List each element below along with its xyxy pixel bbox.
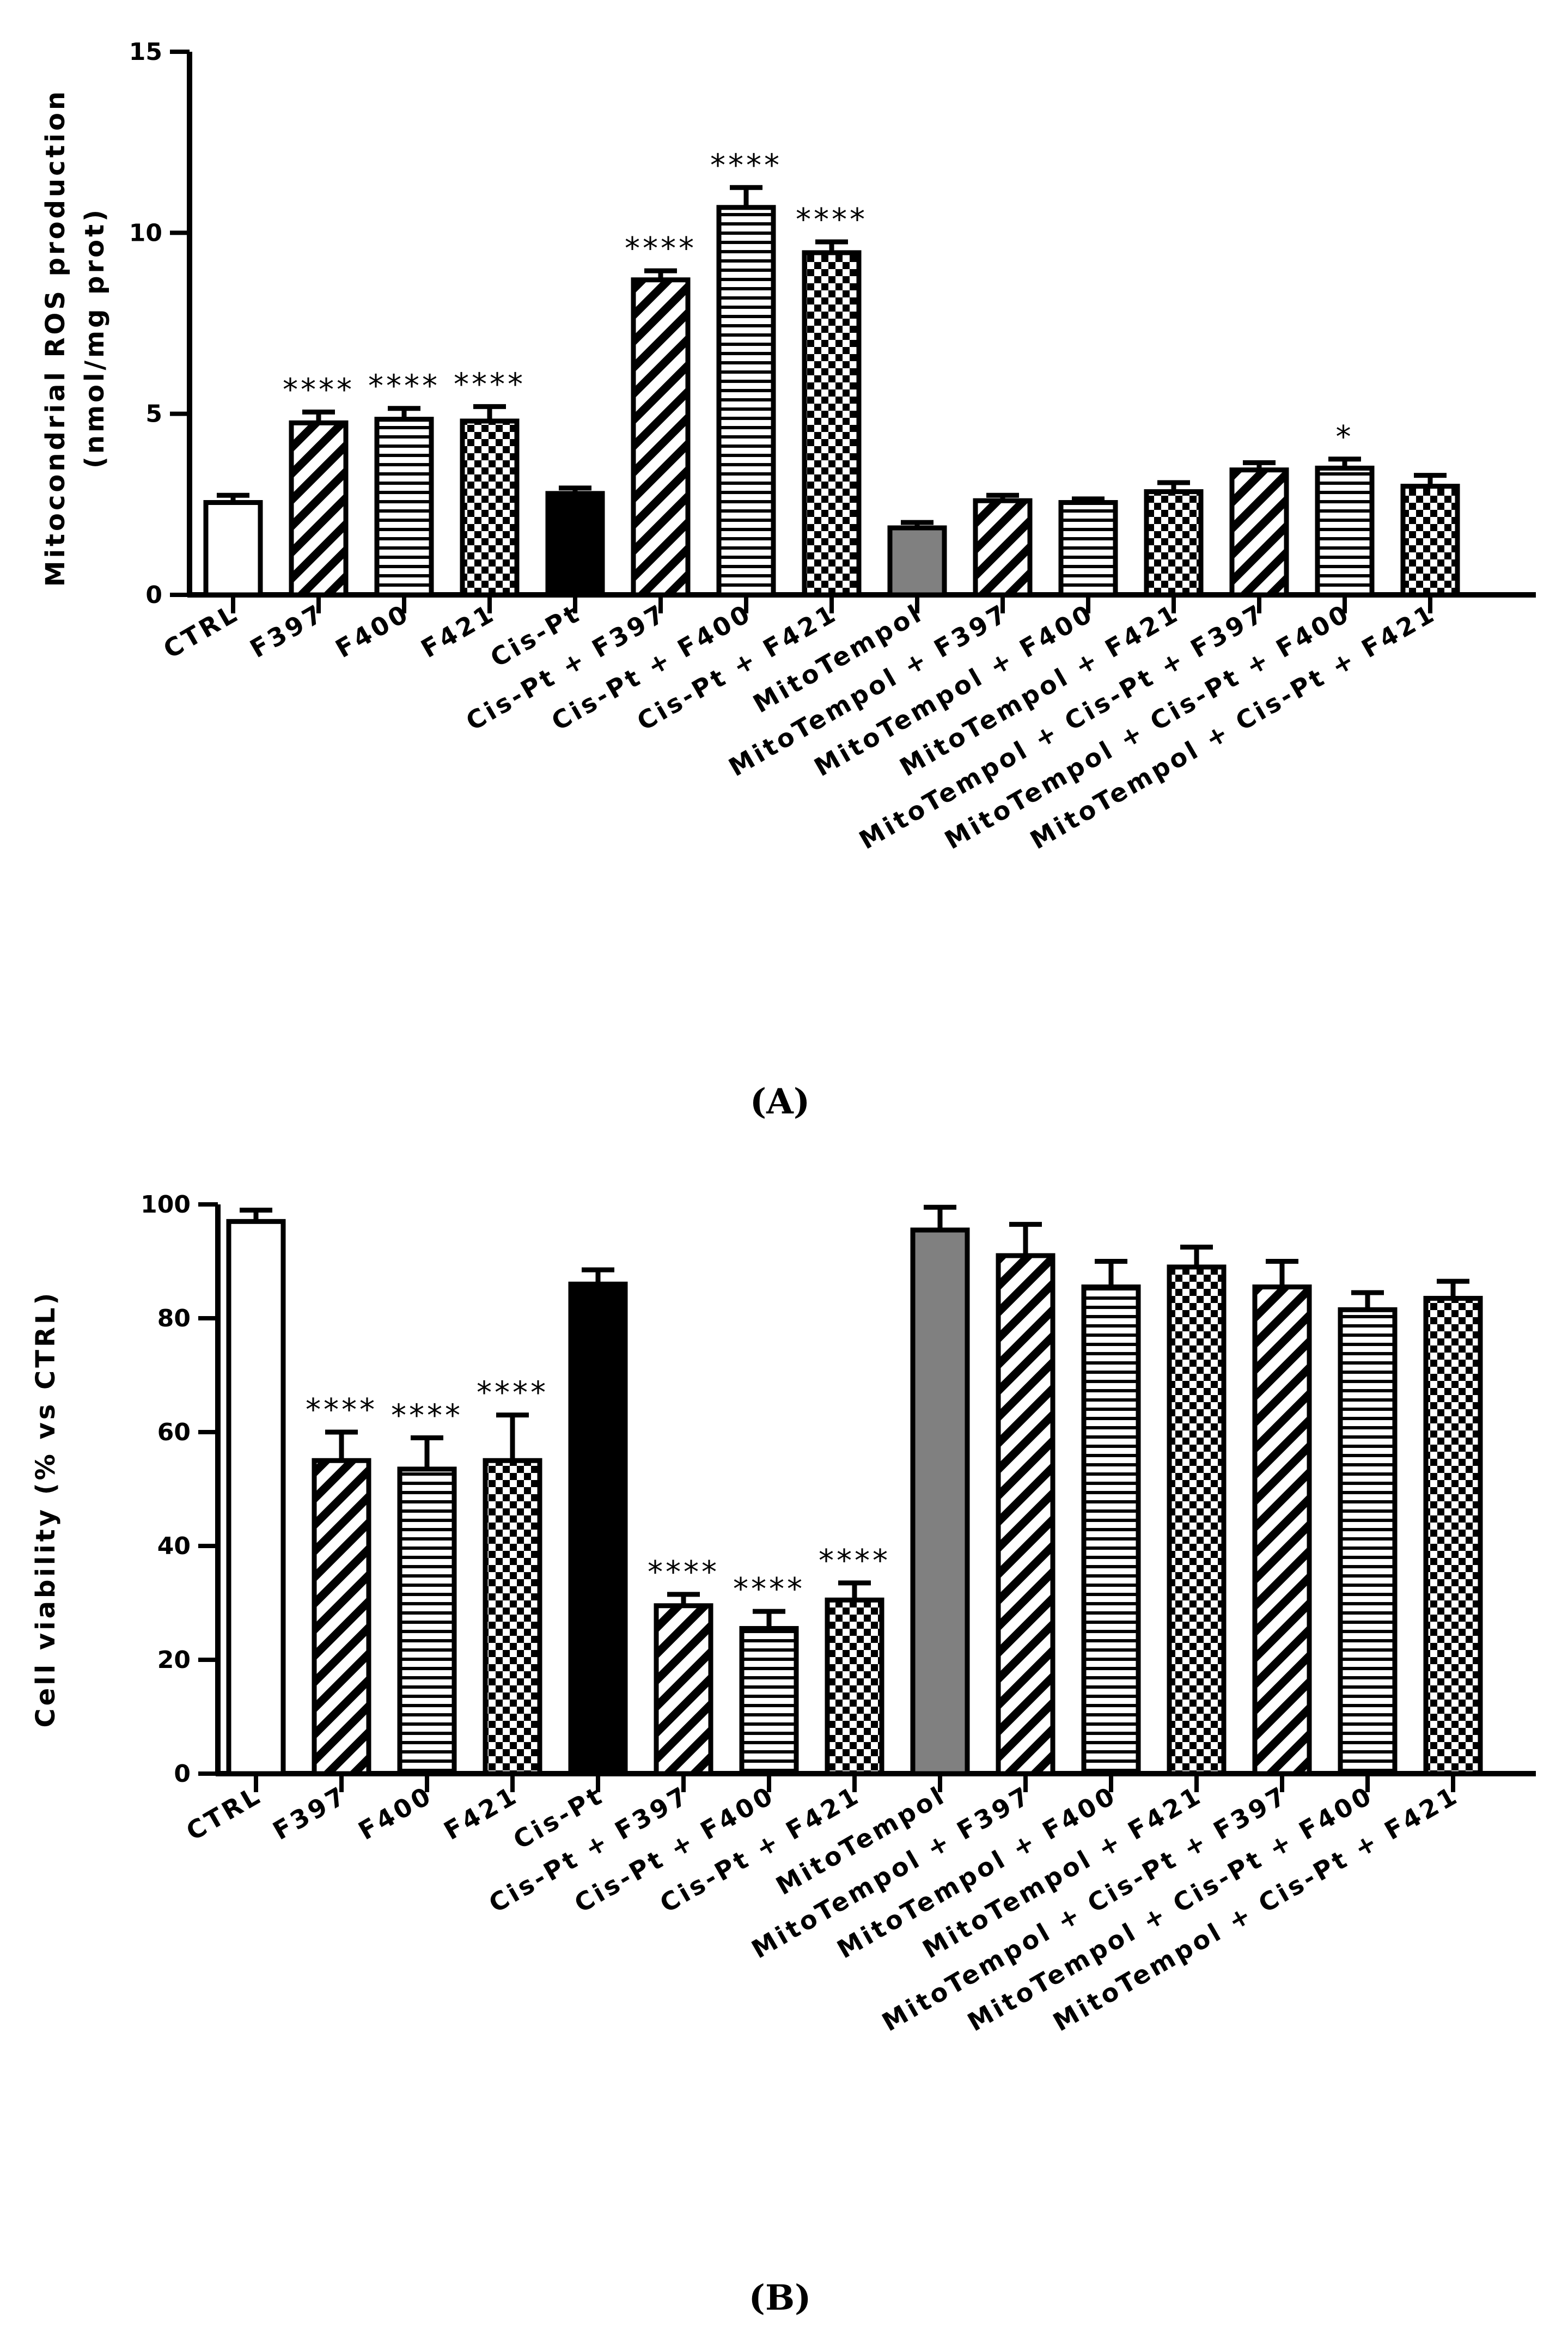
chart-b-sig-2: **** [391, 1398, 463, 1433]
chart-a-sig-2: **** [368, 369, 440, 404]
panel-label-a: (A) [750, 1081, 810, 1122]
chart-a-sig-7: **** [796, 202, 868, 238]
chart-b-bar-0 [226, 1219, 286, 1776]
chart-b-sig-5: **** [648, 1555, 719, 1590]
chart-a-bar-8 [887, 525, 947, 598]
chart-a-bar-13 [1315, 465, 1375, 598]
chart-a: Mitocondrial ROS production (nmol/mg pro… [40, 38, 1536, 855]
chart-a-ylabel-line1: Mitocondrial ROS production [40, 89, 71, 587]
chart-b-ylabel: Cell viability (% vs CTRL) [30, 1290, 61, 1728]
chart-a-bar-9 [973, 498, 1033, 598]
chart-a-sig-6: **** [710, 148, 782, 183]
chart-a-bar-1 [289, 420, 349, 598]
chart-a-bar-12 [1229, 467, 1289, 598]
chart-b-bar-12 [1252, 1284, 1312, 1776]
chart-a-ylabel-line2: (nmol/mg prot) [80, 207, 110, 468]
chart-b-ytick-label-3: 60 [157, 1418, 191, 1446]
chart-b-bar-7 [825, 1597, 884, 1776]
chart-b-bar-11 [1167, 1264, 1227, 1776]
chart-a-sig-13: * [1336, 419, 1354, 455]
chart-b-xlabel-3: F421 [439, 1780, 523, 1846]
chart-a-bar-11 [1144, 489, 1204, 598]
chart-b-bar-13 [1338, 1307, 1398, 1776]
chart-b-bar-8 [910, 1227, 970, 1776]
chart-b: Cell viability (% vs CTRL) 0 20 40 60 80 100 C… [30, 1191, 1536, 2037]
panel-label-b: (B) [749, 2278, 812, 2318]
chart-a-bar-2 [374, 417, 434, 598]
chart-a-bar-7 [802, 250, 862, 598]
chart-a-xlabel-3: F421 [416, 598, 501, 663]
chart-a-xlabel-1: F397 [245, 598, 330, 663]
chart-b-sig-1: **** [306, 1392, 377, 1428]
chart-a-bar-10 [1058, 500, 1118, 598]
chart-b-ytick-label-5: 100 [141, 1191, 191, 1219]
chart-a-bar-4 [545, 491, 605, 598]
chart-b-ytick-label-1: 20 [157, 1646, 191, 1674]
chart-b-sig-7: **** [819, 1543, 890, 1579]
chart-a-sig-1: **** [283, 372, 355, 407]
chart-b-ytick-label-4: 80 [157, 1305, 191, 1332]
chart-b-sig-6: **** [733, 1572, 805, 1607]
chart-b-sig-3: **** [477, 1375, 548, 1411]
chart-b-bar-1 [312, 1458, 371, 1776]
chart-b-ytick-label-0: 0 [174, 1760, 191, 1788]
chart-b-bar-9 [996, 1253, 1055, 1776]
chart-a-sig-3: **** [454, 367, 526, 402]
chart-a-xlabel-0: CTRL [158, 598, 244, 665]
chart-b-xlabel-2: F400 [353, 1780, 438, 1846]
chart-a-ytick-label-0: 0 [145, 581, 162, 609]
chart-a-bar-0 [203, 500, 263, 598]
chart-b-bar-5 [654, 1603, 713, 1776]
chart-b-bar-10 [1081, 1284, 1141, 1776]
chart-a-bar-6 [716, 205, 776, 598]
chart-b-bar-14 [1423, 1295, 1483, 1776]
chart-a-bar-5 [631, 277, 691, 598]
chart-b-xlabel-1: F397 [268, 1780, 352, 1846]
chart-a-ytick-label-1: 5 [145, 400, 162, 428]
chart-a-bar-14 [1400, 484, 1460, 598]
chart-a-sig-5: **** [625, 231, 697, 266]
chart-b-bar-3 [483, 1458, 542, 1776]
chart-b-ytick-label-2: 40 [157, 1532, 191, 1560]
chart-a-xlabel-2: F400 [331, 598, 415, 663]
chart-b-xlabel-0: CTRL [181, 1780, 267, 1847]
chart-b-bar-4 [568, 1281, 628, 1776]
chart-b-bar-2 [397, 1466, 457, 1776]
chart-a-bar-3 [460, 418, 520, 598]
chart-a-ytick-label-2: 10 [129, 219, 162, 247]
chart-b-bar-6 [739, 1626, 799, 1776]
chart-a-ytick-label-3: 15 [129, 38, 162, 66]
